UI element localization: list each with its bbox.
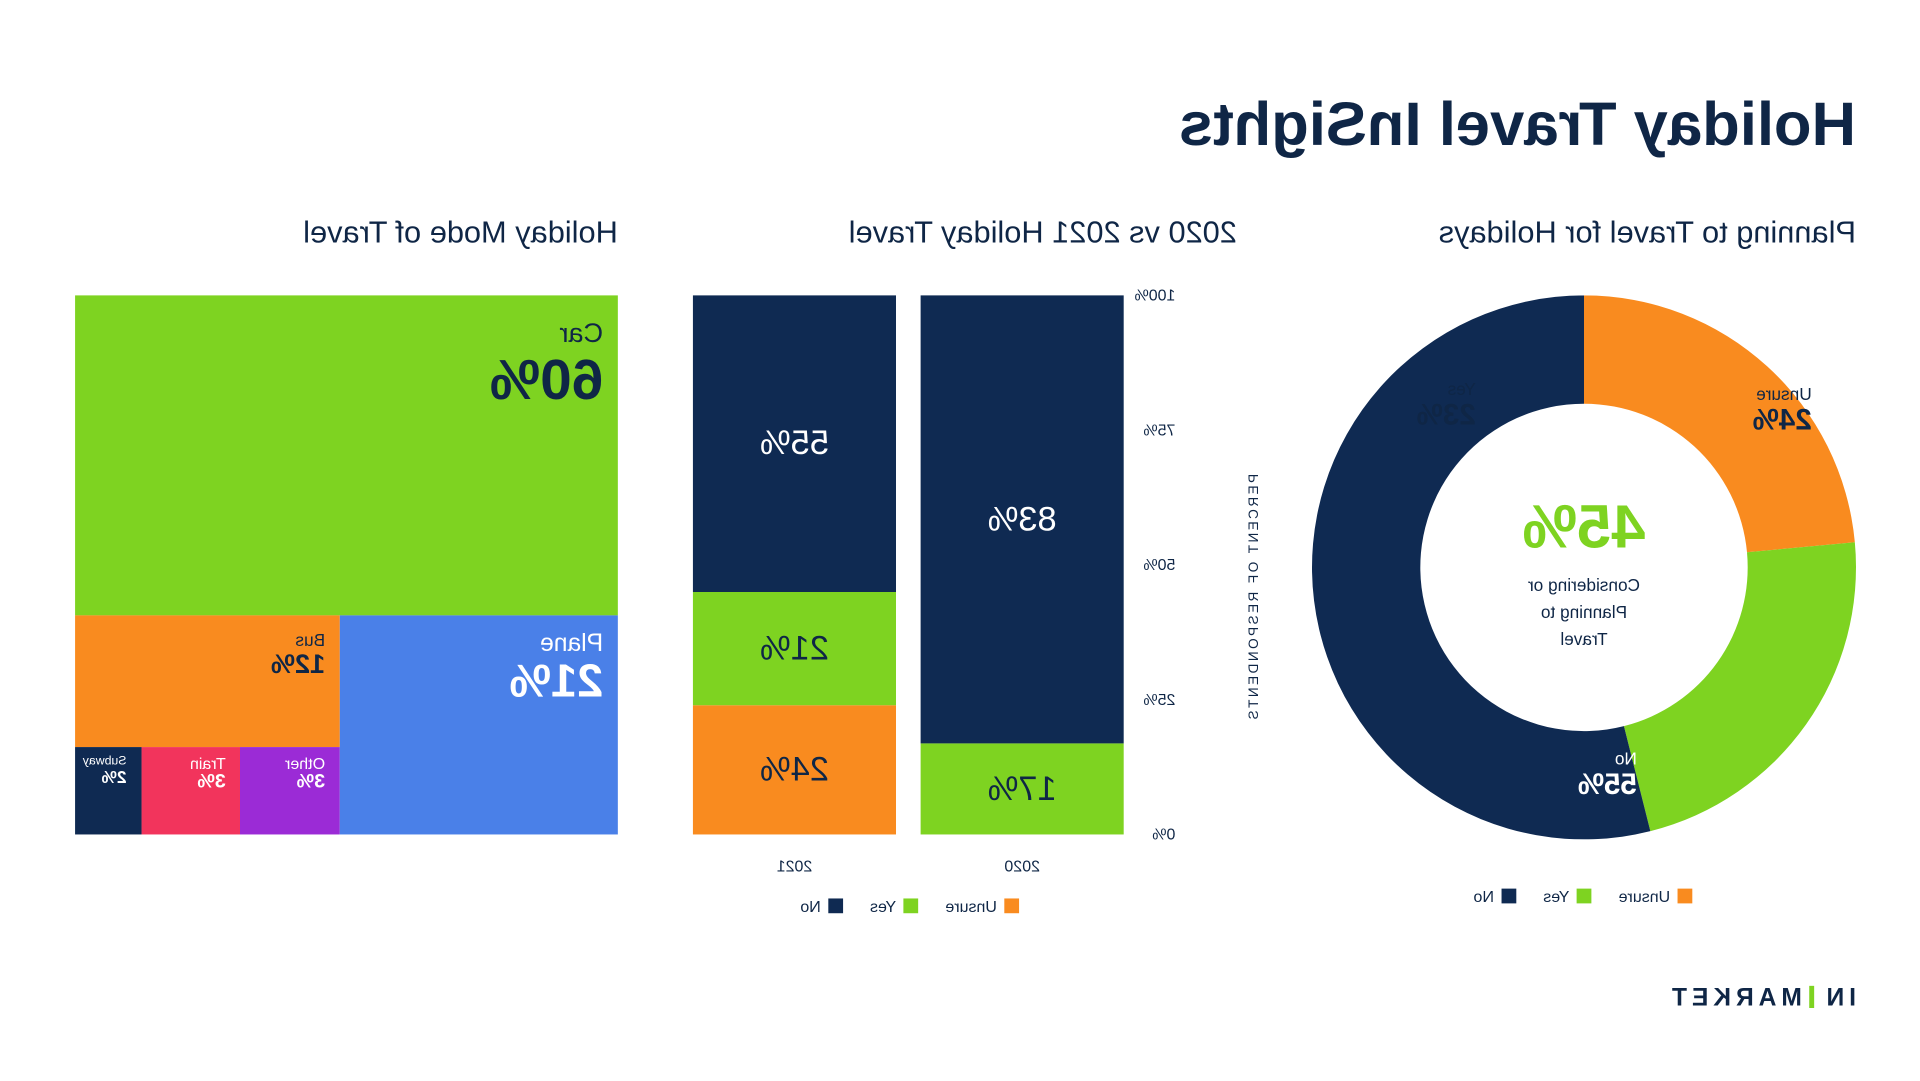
treemap-label-subway: Subway 2% (75, 754, 127, 787)
donut-legend: Unsure Yes No (1323, 886, 1693, 908)
treemap-value: 3% (296, 771, 326, 793)
treemap-label-other: Other 3% (241, 754, 325, 793)
treemap-name: Bus (295, 630, 326, 651)
treemap-value: 3% (197, 771, 226, 793)
treemap-title: Holiday Mode of Travel (303, 215, 618, 250)
treemap-tile-subway: Subway 2% (75, 746, 142, 835)
bar-legend: Unsure Yes No (699, 896, 1020, 918)
bar-segment-yes: 21% (692, 591, 896, 706)
legend-swatch (903, 898, 919, 914)
donut-center-value: 45% (1522, 492, 1646, 562)
treemap-label-train: Train 3% (141, 754, 226, 793)
bar-segment-yes: 17% (920, 742, 1124, 835)
logo-bar (1809, 985, 1815, 1008)
bar-value-label: 55% (759, 423, 829, 463)
page-title: Holiday Travel InSights (1178, 89, 1856, 159)
treemap-tile-train: Train 3% (141, 746, 241, 835)
treemap-name: Car (559, 317, 604, 349)
legend-item-unsure: Unsure (1618, 887, 1693, 906)
bar-segment-no: 83% (920, 295, 1124, 743)
treemap-value: 60% (489, 347, 604, 412)
donut-slice-no (1312, 295, 1651, 840)
logo-text-left: IN (1821, 984, 1856, 1012)
donut-label-value: 24% (1752, 403, 1812, 437)
legend-item-yes: Yes (869, 897, 919, 916)
legend-item-yes: Yes (1543, 887, 1592, 906)
bar-ylabel: PERCENT OF RESPONDENTS (1246, 473, 1262, 722)
treemap-name: Plane (540, 630, 604, 658)
ytick-3: 75% (1143, 420, 1176, 439)
legend-swatch (1004, 898, 1020, 914)
legend-label: Unsure (945, 897, 997, 916)
bar-segment-unsure: 24% (692, 705, 896, 835)
legend-label: No (800, 897, 821, 916)
legend-label: No (1473, 887, 1494, 906)
donut-center: 45% Considering or Planning to Travel (1449, 492, 1720, 652)
treemap-value: 12% (270, 648, 326, 680)
inmarket-logo: IN MARKET (1667, 985, 1856, 1013)
treemap-tile-plane: Plane 21% (339, 615, 618, 835)
donut-label-yes: Yes 23% (1417, 379, 1476, 433)
bar-2020: 17% 83% 2020 (920, 295, 1124, 875)
treemap-name: Other (285, 754, 326, 773)
legend-item-unsure: Unsure (945, 897, 1020, 916)
donut-label-name: No (1614, 748, 1637, 768)
legend-swatch (1677, 888, 1693, 904)
ytick-4: 100% (1134, 285, 1176, 304)
treemap: Car 60% Plane 21% Bus 12% Other 3% Train 3% Subway… (75, 295, 618, 835)
donut-slice-unsure (1583, 295, 1855, 553)
donut-label-value: 55% (1577, 767, 1637, 802)
donut-chart: 45% Considering or Planning to Travel Un… (1312, 295, 1856, 840)
donut-label-name: Yes (1447, 379, 1476, 399)
legend-item-no: No (800, 897, 843, 916)
x-tick-2020: 2020 (1004, 856, 1040, 876)
legend-label: Unsure (1618, 887, 1671, 906)
logo-text-right: MARKET (1667, 984, 1802, 1012)
treemap-value: 21% (509, 656, 604, 708)
legend-item-no: No (1473, 887, 1517, 906)
x-tick-2021: 2021 (776, 856, 813, 876)
donut-label-unsure: Unsure 24% (1753, 384, 1812, 438)
treemap-name: Train (189, 754, 226, 773)
donut-svg (1312, 295, 1856, 840)
bar-chart: PERCENT OF RESPONDENTS 0% 25% 50% 75% 100% 1… (683, 283, 1262, 898)
bar-value-label: 24% (759, 750, 829, 789)
legend-label: Yes (1543, 887, 1570, 906)
bar-2021: 24% 21% 55% 2021 (692, 295, 896, 875)
treemap-label-bus: Bus 12% (75, 630, 326, 680)
donut-chart-title: Planning to Travel for Holidays (1438, 215, 1856, 250)
bar-segment-no: 55% (692, 295, 896, 592)
legend-swatch (1501, 888, 1517, 904)
treemap-tile-bus: Bus 12% (75, 615, 340, 747)
donut-slice-yes (1623, 542, 1856, 832)
treemap-value: 2% (101, 766, 127, 787)
donut-center-label: Considering or Planning to Travel (1527, 574, 1641, 649)
donut-label-no: No 55% (1578, 748, 1637, 802)
legend-label: Yes (869, 897, 897, 916)
legend-swatch (828, 898, 843, 914)
legend-swatch (1576, 888, 1592, 904)
ytick-1: 25% (1143, 689, 1176, 709)
bar-value-label: 17% (987, 768, 1057, 808)
treemap-label-plane: Plane 21% (340, 630, 604, 708)
donut-label-name: Unsure (1756, 383, 1812, 404)
treemap-label-car: Car 60% (75, 317, 604, 412)
bar-chart-title: 2020 vs 2021 Holiday Travel (848, 215, 1237, 250)
bar-value-label: 21% (759, 628, 829, 667)
treemap-tile-other: Other 3% (240, 746, 340, 835)
donut-label-value: 23% (1416, 398, 1476, 432)
ytick-2: 50% (1143, 555, 1176, 574)
ytick-0: 0% (1152, 824, 1176, 844)
treemap-tile-car: Car 60% (75, 295, 618, 616)
bar-value-label: 83% (987, 499, 1057, 538)
